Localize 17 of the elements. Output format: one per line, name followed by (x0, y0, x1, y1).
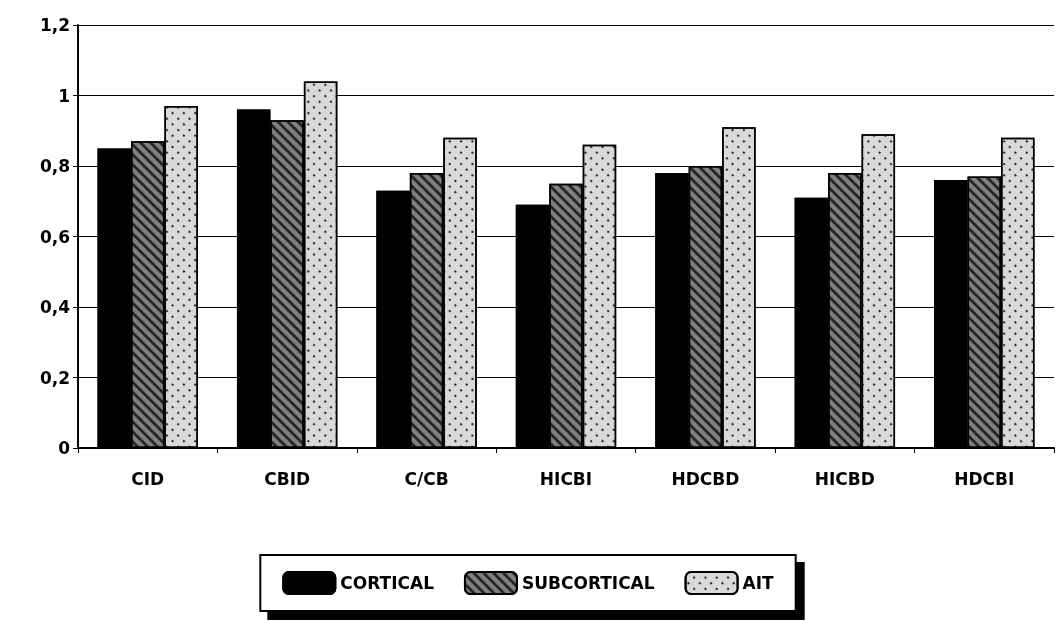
legend-label: CORTICAL (340, 573, 435, 593)
x-tick-label: HICBD (814, 468, 875, 489)
legend-label: SUBCORTICAL (521, 573, 655, 593)
y-tick-label: 0,6 (39, 226, 70, 247)
legend-label: AIT (742, 573, 775, 593)
x-tick-label: HDCBI (954, 468, 1015, 489)
y-tick-label: 0,8 (39, 156, 70, 176)
y-tick-label: 0,4 (39, 297, 71, 317)
y-tick-label: 0,2 (39, 367, 70, 388)
x-tick-label: CBID (264, 468, 311, 489)
x-tick-label: HICBI (539, 468, 593, 489)
y-tick-label: 1,2 (39, 15, 70, 35)
y-tick-label: 1 (58, 85, 70, 106)
x-tick-label: C/CB (404, 468, 449, 489)
x-tick-label: HDCBD (671, 468, 740, 489)
y-tick-label: 0 (58, 438, 71, 458)
x-tick-label: CID (131, 468, 165, 489)
